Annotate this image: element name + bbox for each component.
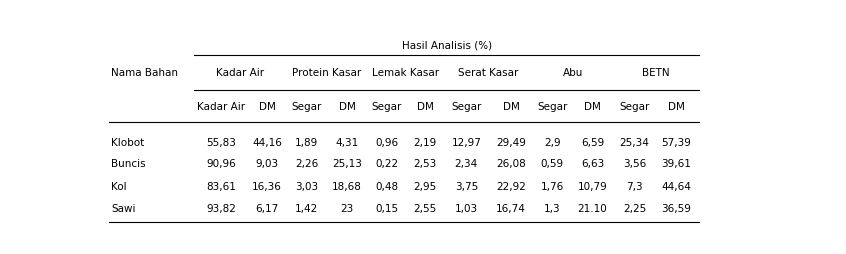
Text: 25,34: 25,34 (619, 138, 650, 148)
Text: 44,16: 44,16 (252, 138, 282, 148)
Text: Sawi: Sawi (111, 204, 135, 214)
Text: 0,15: 0,15 (375, 204, 398, 214)
Text: 57,39: 57,39 (662, 138, 691, 148)
Text: 3,03: 3,03 (294, 182, 318, 192)
Text: 6,59: 6,59 (581, 138, 604, 148)
Text: Abu: Abu (563, 68, 584, 77)
Text: BETN: BETN (642, 68, 670, 77)
Text: Segar: Segar (371, 102, 402, 112)
Text: 23: 23 (340, 204, 354, 214)
Text: 2,53: 2,53 (414, 160, 437, 169)
Text: Lemak Kasar: Lemak Kasar (372, 68, 439, 77)
Text: DM: DM (416, 102, 433, 112)
Text: 0,22: 0,22 (375, 160, 398, 169)
Text: Buncis: Buncis (111, 160, 146, 169)
Text: 12,97: 12,97 (452, 138, 481, 148)
Text: 0,59: 0,59 (541, 160, 563, 169)
Text: Segar: Segar (291, 102, 321, 112)
Text: Klobot: Klobot (111, 138, 145, 148)
Text: 2,26: 2,26 (294, 160, 318, 169)
Text: 29,49: 29,49 (496, 138, 526, 148)
Text: 4,31: 4,31 (335, 138, 359, 148)
Text: 21.10: 21.10 (578, 204, 607, 214)
Text: 1,3: 1,3 (544, 204, 561, 214)
Text: 90,96: 90,96 (206, 160, 236, 169)
Text: 26,08: 26,08 (496, 160, 526, 169)
Text: Segar: Segar (451, 102, 481, 112)
Text: DM: DM (259, 102, 276, 112)
Text: Protein Kasar: Protein Kasar (292, 68, 361, 77)
Text: 3,56: 3,56 (623, 160, 646, 169)
Text: DM: DM (338, 102, 355, 112)
Text: 25,13: 25,13 (332, 160, 362, 169)
Text: Nama Bahan: Nama Bahan (111, 68, 178, 77)
Text: 83,61: 83,61 (206, 182, 236, 192)
Text: DM: DM (668, 102, 685, 112)
Text: 2,55: 2,55 (414, 204, 437, 214)
Text: 39,61: 39,61 (662, 160, 691, 169)
Text: 2,19: 2,19 (414, 138, 437, 148)
Text: Kadar Air: Kadar Air (216, 68, 264, 77)
Text: 1,76: 1,76 (541, 182, 564, 192)
Text: 0,96: 0,96 (375, 138, 398, 148)
Text: 2,95: 2,95 (414, 182, 437, 192)
Text: Segar: Segar (537, 102, 568, 112)
Text: Serat Kasar: Serat Kasar (459, 68, 519, 77)
Text: 6,63: 6,63 (581, 160, 604, 169)
Text: DM: DM (584, 102, 601, 112)
Text: DM: DM (503, 102, 519, 112)
Text: 55,83: 55,83 (206, 138, 236, 148)
Text: Kadar Air: Kadar Air (197, 102, 245, 112)
Text: 1,42: 1,42 (294, 204, 318, 214)
Text: Hasil Analisis (%): Hasil Analisis (%) (402, 40, 492, 50)
Text: 2,25: 2,25 (623, 204, 646, 214)
Text: 22,92: 22,92 (496, 182, 526, 192)
Text: Kol: Kol (111, 182, 127, 192)
Text: 1,89: 1,89 (294, 138, 318, 148)
Text: 3,75: 3,75 (455, 182, 478, 192)
Text: 18,68: 18,68 (332, 182, 362, 192)
Text: 44,64: 44,64 (662, 182, 691, 192)
Text: 16,36: 16,36 (252, 182, 282, 192)
Text: 7,3: 7,3 (626, 182, 643, 192)
Text: 1,03: 1,03 (455, 204, 478, 214)
Text: 6,17: 6,17 (255, 204, 278, 214)
Text: 0,48: 0,48 (375, 182, 398, 192)
Text: 10,79: 10,79 (578, 182, 607, 192)
Text: 36,59: 36,59 (662, 204, 691, 214)
Text: 16,74: 16,74 (496, 204, 526, 214)
Text: 2,9: 2,9 (544, 138, 561, 148)
Text: 9,03: 9,03 (255, 160, 278, 169)
Text: 2,34: 2,34 (455, 160, 478, 169)
Text: 93,82: 93,82 (206, 204, 236, 214)
Text: Segar: Segar (619, 102, 650, 112)
